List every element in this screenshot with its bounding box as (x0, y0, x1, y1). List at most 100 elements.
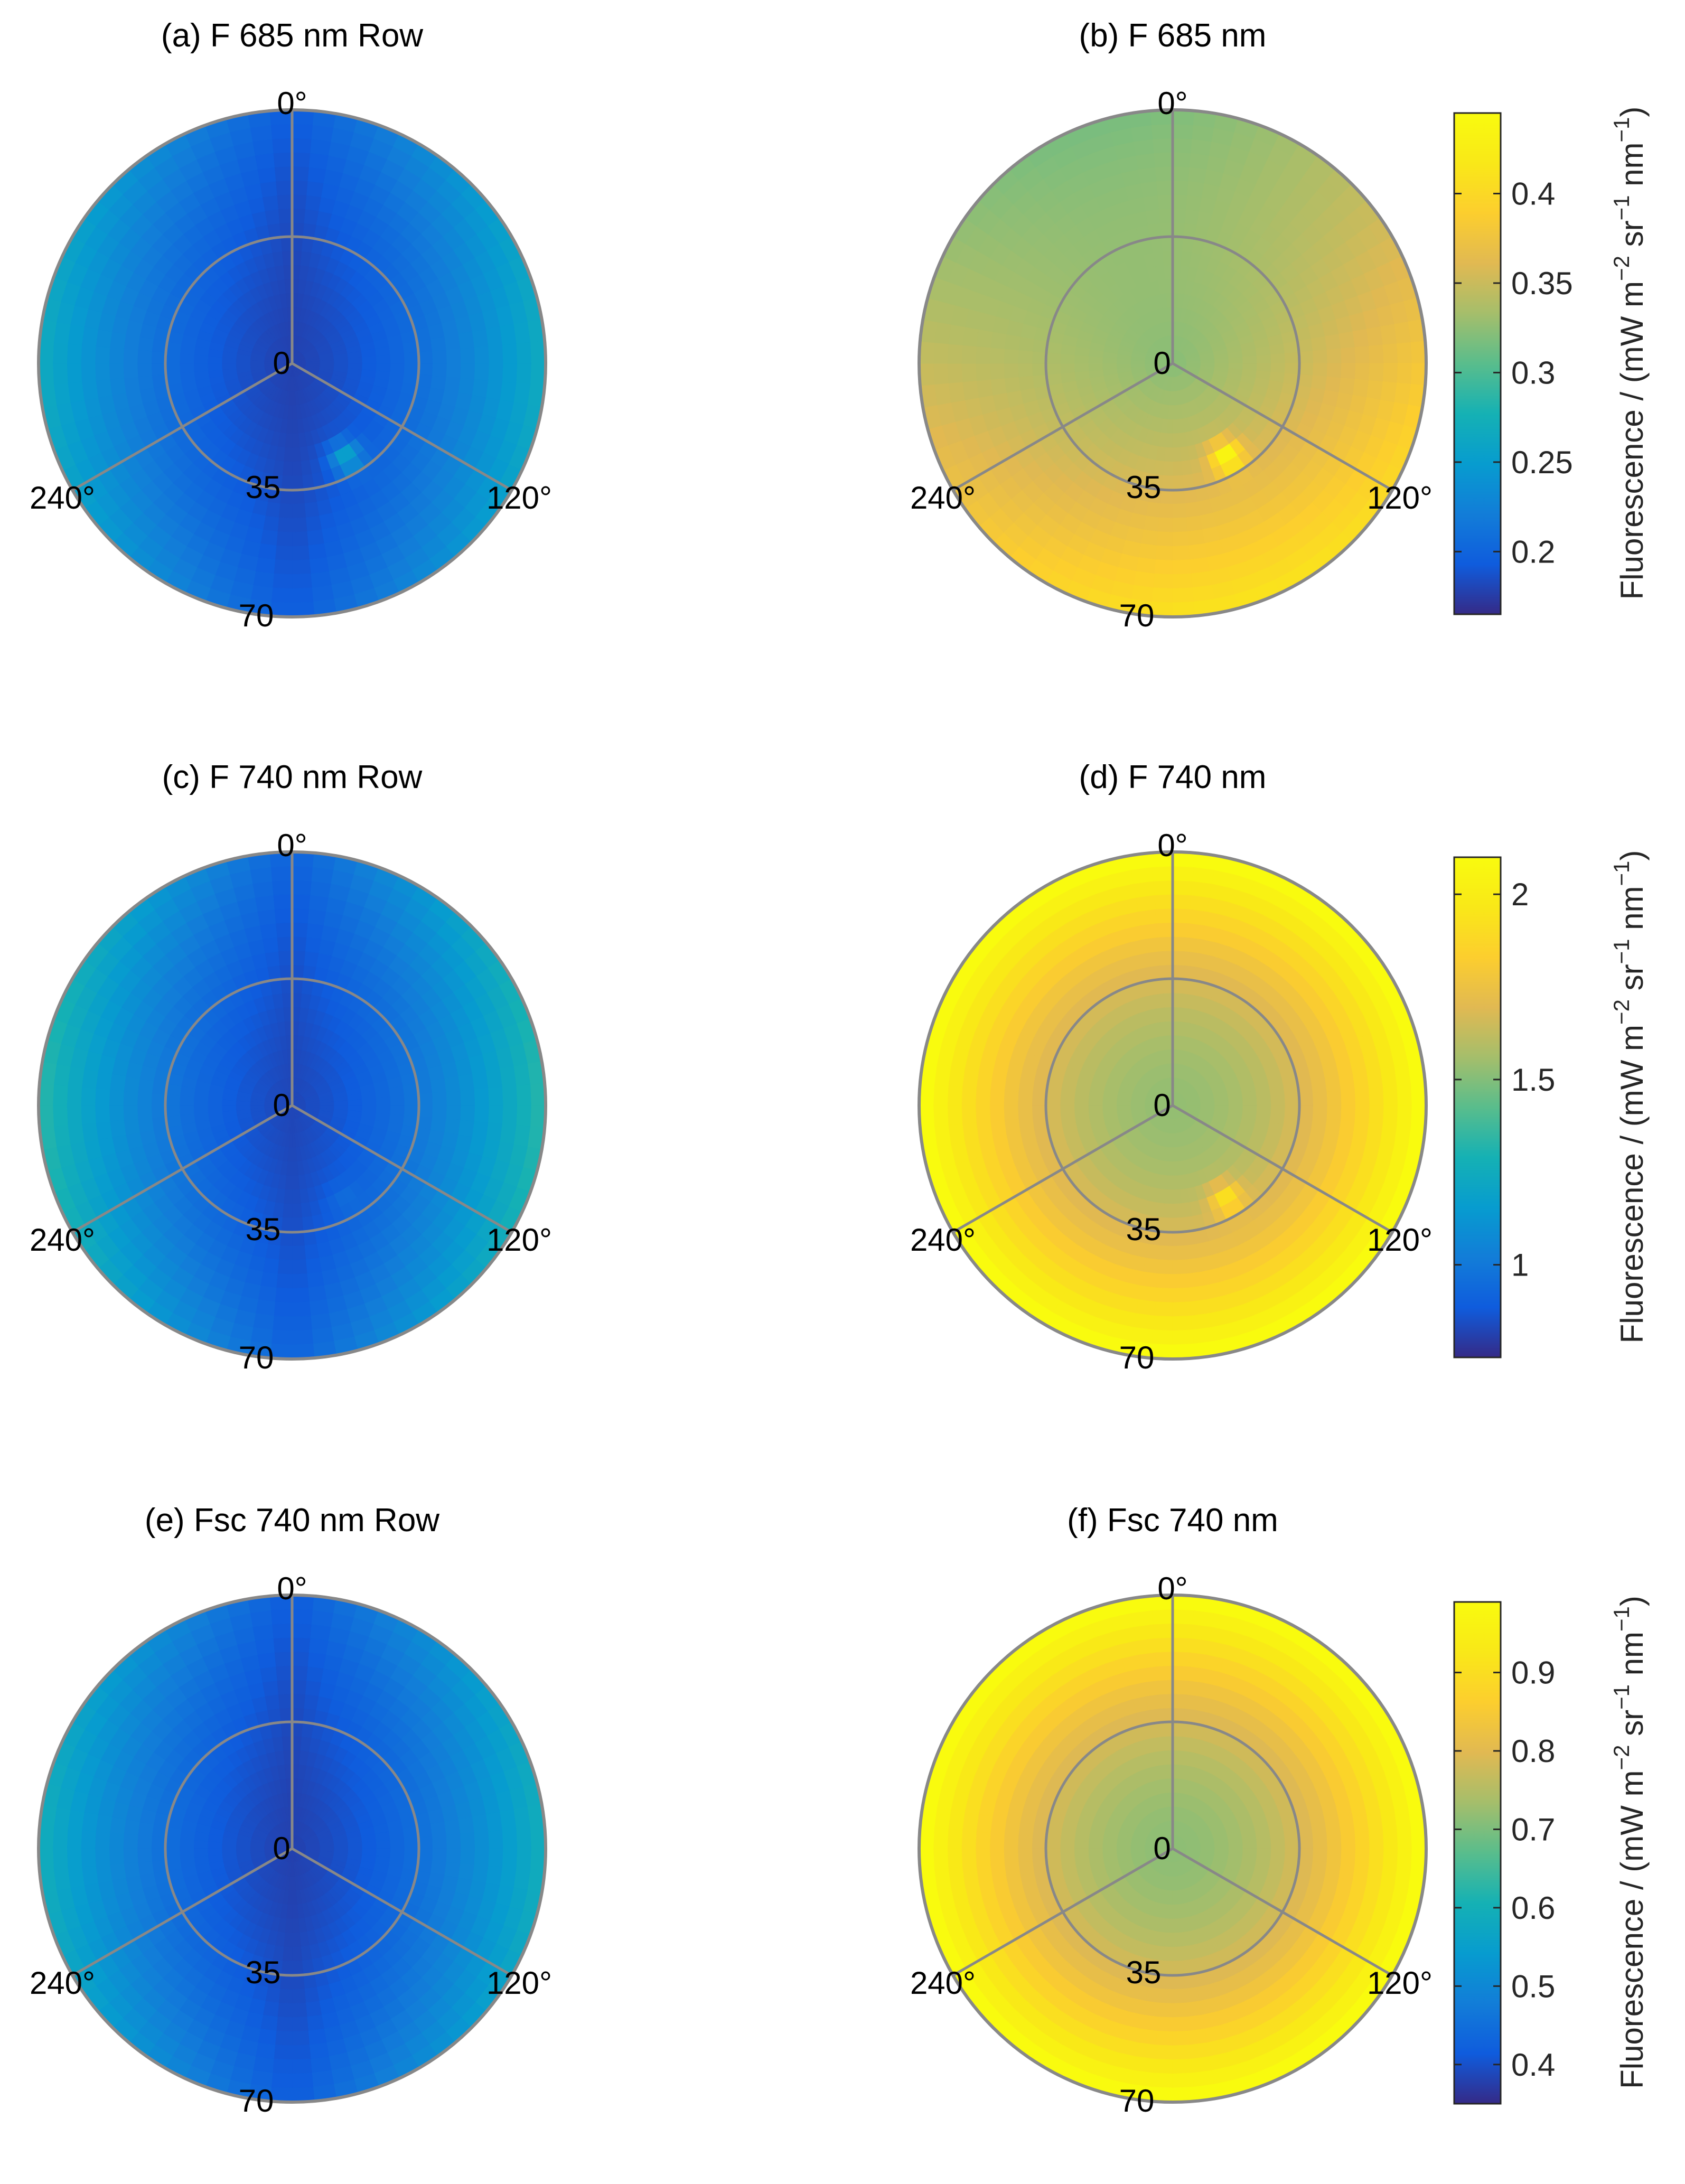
heatmap-cell (1256, 1096, 1272, 1106)
heatmap-cell (1189, 894, 1210, 912)
heatmap-cell (255, 1299, 276, 1317)
heatmap-cell (95, 1105, 110, 1123)
outer-ring (918, 108, 1428, 618)
heatmap-cell (1352, 329, 1370, 348)
heatmap-cell (1145, 951, 1161, 968)
heatmap-cell (308, 557, 330, 575)
heatmap-cell (274, 908, 293, 924)
heatmap-cell (502, 363, 518, 383)
heatmap-cell (272, 573, 293, 589)
heatmap-cell (488, 1086, 504, 1106)
heatmap-cell (280, 236, 293, 252)
heatmap-cell (278, 503, 293, 519)
heatmap-cell (292, 517, 307, 533)
heatmap-c (39, 852, 546, 1359)
heatmap-cell (257, 1285, 277, 1302)
heatmap-cell (1140, 1271, 1158, 1289)
heatmap-cell (1172, 992, 1183, 1008)
heatmap-cell (446, 1090, 462, 1106)
heatmap-cell (257, 908, 277, 926)
heatmap-cell (1187, 180, 1205, 198)
heatmap-cell (961, 363, 977, 382)
heatmap-cell (516, 363, 532, 385)
heatmap-cell (1172, 1287, 1191, 1303)
heatmap-cell (123, 1118, 140, 1136)
heatmap-cell (1298, 351, 1314, 364)
heatmap-cell (1172, 545, 1191, 561)
heatmap-cell (269, 110, 293, 126)
heatmap-cell (1188, 1285, 1207, 1302)
heatmap-cell (274, 1287, 293, 1303)
heatmap-cell (307, 908, 327, 926)
spoke-240 (72, 362, 293, 492)
heatmap-cell (81, 380, 99, 401)
heatmap-cell (1060, 1105, 1075, 1116)
heatmap-cell (1270, 363, 1286, 374)
heatmap-cell (989, 1089, 1005, 1106)
heatmap-cell (292, 950, 306, 966)
heatmap-cell (292, 936, 307, 952)
heatmap-cell (1161, 475, 1173, 491)
heatmap-cell (282, 1203, 293, 1218)
heatmap-cell (1172, 1189, 1182, 1205)
heatmap-cell (1172, 447, 1182, 463)
heatmap-cell (1143, 515, 1160, 532)
heatmap-cell (1031, 1093, 1047, 1106)
heatmap-cell (488, 363, 504, 382)
angle-tick-label: 120° (486, 480, 552, 515)
heatmap-cell (1325, 1075, 1342, 1093)
heatmap-cell (460, 1089, 476, 1106)
angle-tick-label: 0° (1157, 86, 1187, 121)
heatmap-cell (1270, 353, 1286, 364)
heatmap-cell (81, 326, 99, 347)
heatmap-cell (292, 419, 299, 434)
heatmap-cell (257, 166, 277, 184)
heatmap-cell (292, 1161, 299, 1176)
heatmap-cell (292, 250, 303, 266)
heatmap-cell (292, 489, 305, 505)
heatmap-cell (1242, 1098, 1258, 1106)
heatmap-cell (1157, 194, 1173, 210)
heatmap-cell (292, 601, 315, 617)
heatmap-cell (95, 363, 110, 381)
heatmap-cell (304, 501, 320, 518)
heatmap-cell (444, 333, 461, 351)
heatmap-cell (1369, 1086, 1384, 1106)
heatmap-cell (989, 347, 1005, 364)
heatmap-cell (108, 363, 124, 380)
heatmap-cell (1018, 1117, 1035, 1133)
heatmap-cell (404, 363, 419, 375)
heatmap-cell (1172, 137, 1193, 154)
heatmap-cell (1156, 922, 1173, 938)
heatmap-cell (165, 1105, 181, 1117)
heatmap-cell (1172, 573, 1193, 589)
heatmap-cell (1338, 1073, 1356, 1091)
heatmap-cell (306, 529, 324, 547)
heatmap-cell (95, 379, 113, 398)
heatmap-cell (1366, 380, 1384, 401)
heatmap-cell (485, 380, 503, 401)
heatmap-cell (1172, 1231, 1185, 1247)
heatmap-cell (1172, 433, 1181, 448)
heatmap-cell (1140, 529, 1158, 547)
heatmap-cell (474, 363, 490, 381)
heatmap-cell (1003, 1105, 1019, 1121)
heatmap-cell (1145, 209, 1161, 226)
colorbar-label: Fluorescence / (mW m−2 sr−1 nm−1) (1609, 107, 1650, 600)
radial-tick-label: 35 (246, 1212, 281, 1247)
heatmap-cell (961, 326, 979, 347)
heatmap-cell (1338, 1120, 1356, 1138)
heatmap-cell (292, 964, 305, 980)
heatmap-cell (277, 1259, 293, 1275)
heatmap-cell (123, 348, 138, 364)
heatmap-cell (1031, 363, 1047, 376)
heatmap-cell (306, 1271, 324, 1289)
heatmap-cell (109, 331, 126, 349)
heatmap-cell (1326, 1105, 1342, 1121)
heatmap-cell (279, 1231, 293, 1247)
heatmap-cell (151, 363, 166, 376)
heatmap-cell (265, 209, 280, 226)
heatmap-cell (460, 347, 476, 364)
